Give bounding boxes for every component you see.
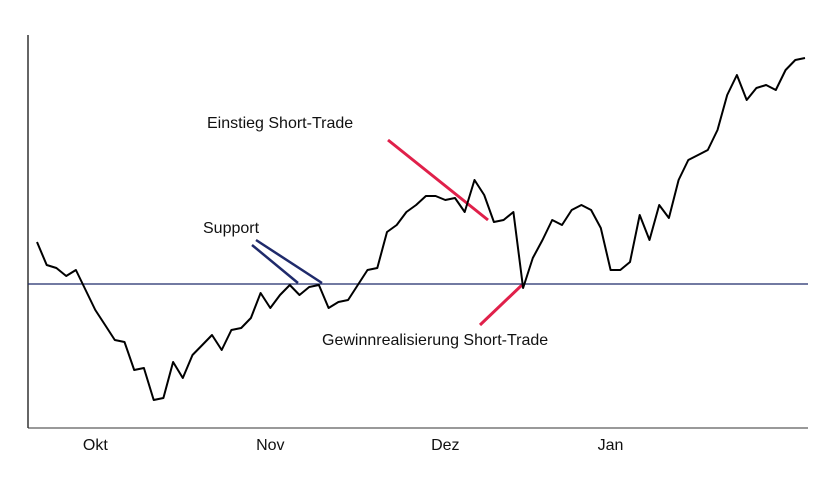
- annotation: Gewinnrealisierung Short-Trade: [322, 332, 548, 349]
- annotation-pointer: [255, 238, 323, 285]
- x-tick-label: Nov: [256, 437, 284, 454]
- annotation: Support: [203, 220, 260, 237]
- annotation-pointer: [251, 244, 299, 284]
- x-tick-label: Okt: [83, 437, 108, 454]
- annotation-pointer: [478, 282, 525, 327]
- annotation: Einstieg Short-Trade: [207, 115, 353, 132]
- price-line: [36, 57, 806, 401]
- x-tick-label: Jan: [598, 437, 624, 454]
- x-tick-label: Dez: [431, 437, 459, 454]
- annotation-pointer: [387, 138, 489, 222]
